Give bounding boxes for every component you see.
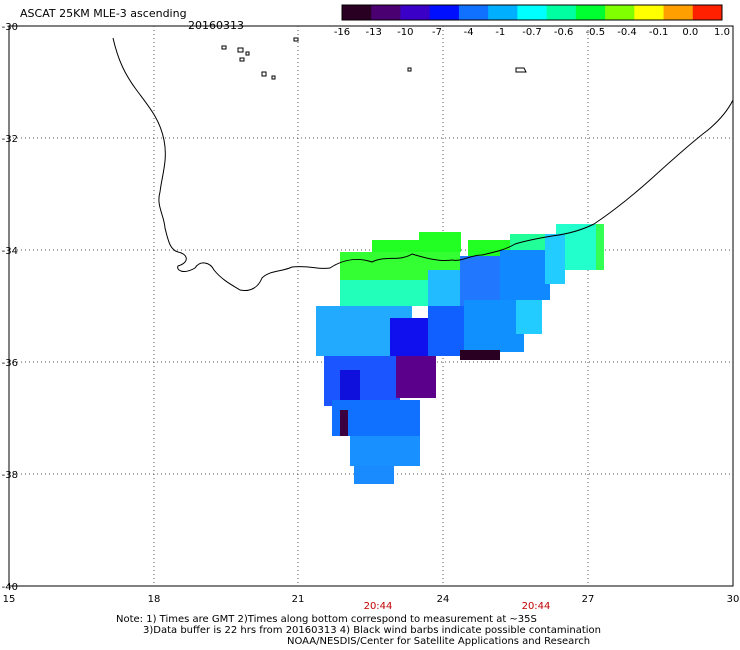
latitude-labels: -30 -32 -34 -36 -38 -40: [2, 22, 18, 593]
colorbar-swatch: [458, 5, 489, 20]
colorbar-label: -0.5: [586, 27, 606, 38]
time-labels: 20:44 20:44: [364, 601, 551, 612]
colorbar-swatch: [429, 5, 460, 20]
colorbar-swatch: [692, 5, 723, 20]
colorbar-label: -10: [397, 27, 413, 38]
time-label: 20:44: [364, 601, 393, 612]
swath-cell: [464, 300, 524, 352]
latitude-label: -34: [2, 246, 18, 257]
coastline-path: [112, 37, 734, 291]
time-label: 20:44: [522, 601, 551, 612]
colorbar-label: -0.6: [554, 27, 574, 38]
map-title: ASCAT 25KM MLE-3 ascending: [20, 7, 187, 20]
swath-cell: [500, 250, 550, 300]
swath-cell: [350, 436, 420, 466]
colorbar-swatch: [488, 5, 518, 20]
colorbar-label: -1: [495, 27, 505, 38]
latitude-label: -30: [2, 22, 18, 33]
longitude-label: 21: [292, 594, 305, 605]
colorbar-label: -13: [365, 27, 381, 38]
swath-cell: [545, 234, 565, 284]
colorbar-label: -0.4: [617, 27, 637, 38]
longitude-label: 15: [3, 594, 16, 605]
colorbar-label: -0.1: [649, 27, 669, 38]
island: [407, 67, 412, 72]
swath-cell: [340, 280, 428, 306]
colorbar-label: -16: [334, 27, 350, 38]
swath-cell: [354, 466, 394, 484]
colorbar-swatch: [371, 5, 401, 20]
swath-cell: [516, 300, 542, 334]
note-line-2: 3)Data buffer is 22 hrs from 20160313 4)…: [143, 625, 601, 636]
wind-swath: [316, 224, 604, 484]
colorbar-swatch: [663, 5, 694, 20]
note-line-1: Note: 1) Times are GMT 2)Times along bot…: [116, 614, 537, 625]
coastline: [112, 37, 734, 291]
swath-cell: [428, 270, 460, 306]
longitude-labels: 15 18 21 24 27 30: [3, 594, 740, 605]
colorbar-label: -7: [432, 27, 442, 38]
longitude-label: 27: [582, 594, 595, 605]
colorbar-swatch: [605, 5, 635, 20]
island: [515, 67, 527, 73]
colorbar-swatch: [400, 5, 431, 20]
colorbar-frame: [341, 4, 723, 21]
island: [239, 57, 245, 62]
colorbar-swatch: [342, 5, 372, 20]
colorbar-swatch: [575, 5, 606, 20]
colorbar-label: 0.0: [682, 27, 698, 38]
island: [271, 75, 276, 80]
swath-cell: [340, 410, 348, 436]
island: [293, 37, 299, 42]
island: [237, 47, 244, 53]
colorbar-swatches: [342, 5, 723, 20]
latitude-label: -36: [2, 358, 18, 369]
plot-frame: [8, 25, 734, 587]
island: [245, 51, 250, 56]
swath-cell: [419, 232, 461, 252]
colorbar-swatch: [517, 5, 548, 20]
longitude-label: 30: [727, 594, 740, 605]
colorbar-swatch: [634, 5, 665, 20]
swath-cell: [460, 350, 500, 360]
latitude-label: -38: [2, 470, 18, 481]
swath-cell: [596, 224, 604, 270]
longitude-label: 18: [148, 594, 161, 605]
island: [261, 71, 267, 77]
swath-cell: [460, 256, 500, 306]
colorbar-swatch: [546, 5, 577, 20]
swath-cell: [372, 240, 419, 252]
latitude-label: -40: [2, 582, 18, 593]
swath-cell: [324, 356, 400, 406]
longitude-label: 24: [437, 594, 450, 605]
colorbar-labels: -16 -13 -10 -7 -4 -1 -0.7 -0.6 -0.5 -0.4 -0.1 0.0 1.…: [334, 27, 730, 38]
swath-cell: [390, 318, 428, 362]
colorbar-label: -4: [464, 27, 474, 38]
colorbar-label: -0.7: [522, 27, 542, 38]
colorbar-label: 1.0: [714, 27, 730, 38]
latitude-label: -32: [2, 134, 18, 145]
island: [221, 45, 227, 50]
colorbar: -16 -13 -10 -7 -4 -1 -0.7 -0.6 -0.5 -0.4 -0.1 0.0 1.…: [334, 4, 730, 38]
swath-cell: [340, 370, 360, 400]
swath-cell: [396, 356, 436, 398]
note-line-3: NOAA/NESDIS/Center for Satellite Applica…: [287, 636, 591, 647]
swath-cell: [428, 306, 464, 356]
